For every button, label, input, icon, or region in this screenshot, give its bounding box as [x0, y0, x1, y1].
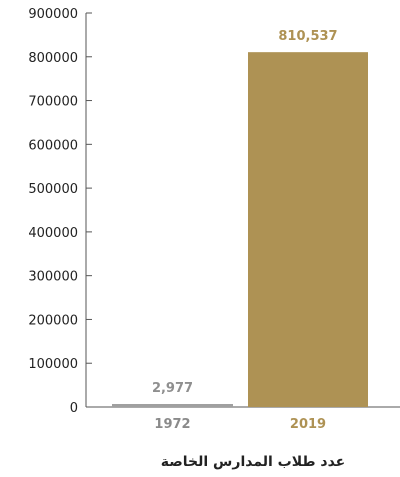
y-tick-label: 900000: [28, 7, 78, 22]
y-tick-label: 700000: [28, 95, 78, 110]
category-label-1972: 1972: [154, 417, 190, 432]
y-tick-label: 500000: [28, 182, 78, 197]
category-label-2019: 2019: [290, 417, 326, 432]
y-tick-label: 400000: [28, 226, 78, 241]
data-label-2019: 810,537: [278, 29, 337, 44]
y-tick-label: 0: [70, 401, 78, 416]
y-axis: 0 100000 200000 300000 400000 500000 600000 700…: [28, 7, 92, 416]
bars-group: [112, 52, 368, 407]
bar-2019: [248, 52, 368, 407]
y-tick-label: 800000: [28, 51, 78, 66]
bar-1972: [112, 404, 233, 407]
data-labels-group: 2,977 810,537: [152, 29, 338, 396]
y-tick-label: 200000: [28, 313, 78, 328]
y-tick-label: 300000: [28, 270, 78, 285]
y-tick-label: 600000: [28, 138, 78, 153]
x-axis-title: عدد طلاب المدارس الخاصة: [161, 454, 345, 470]
y-tick-label: 100000: [28, 357, 78, 372]
data-label-1972: 2,977: [152, 381, 193, 396]
x-axis: 1972 2019: [86, 406, 400, 432]
